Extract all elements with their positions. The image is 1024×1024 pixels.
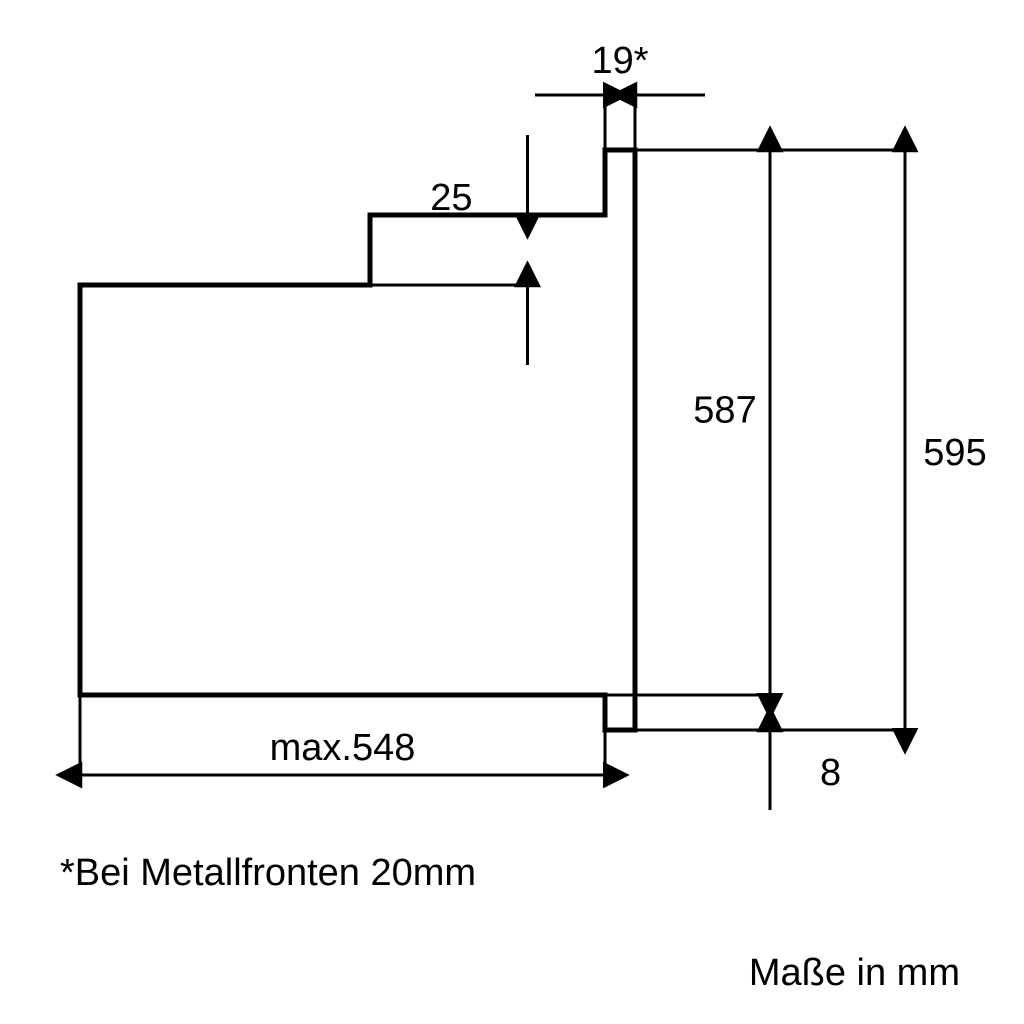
dim-inner-height: 587: [605, 150, 782, 695]
appliance-outline: [80, 150, 635, 730]
dim-step-height: 25: [370, 135, 538, 365]
dim-max-width: max.548: [80, 695, 605, 787]
dim-top-gap-label: 19*: [591, 40, 648, 82]
dim-top-gap: 19*: [535, 40, 705, 150]
dim-inner-height-label: 587: [693, 390, 756, 432]
dim-outer-height: 595: [635, 150, 987, 730]
footnote-text: *Bei Metallfronten 20mm: [60, 852, 476, 894]
dim-bottom-gap: 8: [770, 615, 841, 810]
units-label: Maße in mm: [749, 952, 960, 994]
dim-step-height-label: 25: [430, 177, 472, 219]
technical-drawing: 19* 25 587 595 8 max.548 *Bei Metallfron…: [0, 0, 1024, 1024]
dim-max-width-label: max.548: [270, 727, 416, 769]
dim-outer-height-label: 595: [923, 432, 986, 474]
dim-bottom-gap-label: 8: [820, 752, 841, 794]
